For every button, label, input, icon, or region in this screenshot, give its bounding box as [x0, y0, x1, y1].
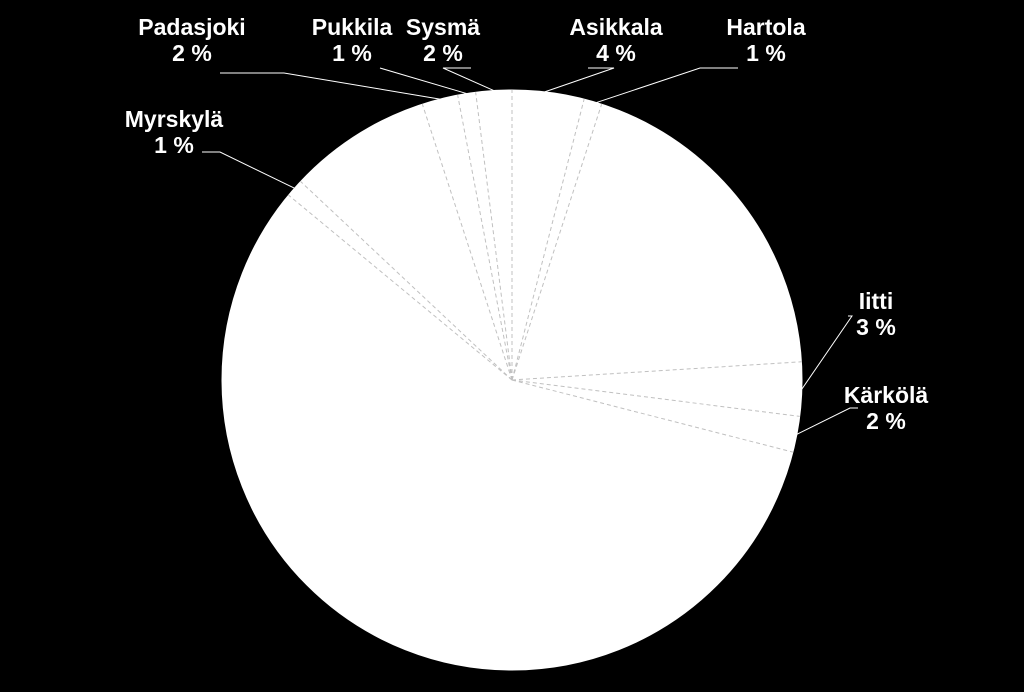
slice-label-percent: 4 %	[569, 40, 662, 66]
slice-label-percent: 3 %	[856, 314, 896, 340]
slice-label: Myrskylä1 %	[125, 106, 223, 159]
slice-label-name: Pukkila	[312, 14, 393, 40]
slice-label-percent: 1 %	[726, 40, 805, 66]
leader-line	[545, 68, 614, 92]
slice-label-name: Kärkölä	[844, 382, 928, 408]
leader-line	[220, 73, 440, 99]
slice-label: Padasjoki2 %	[138, 14, 245, 67]
slice-label-percent: 1 %	[312, 40, 393, 66]
leader-line	[802, 316, 852, 389]
slice-label: Kärkölä2 %	[844, 382, 928, 435]
leader-line	[380, 68, 467, 94]
slice-label-percent: 1 %	[125, 132, 223, 158]
slice-label-percent: 2 %	[406, 40, 480, 66]
chart-stage: Asikkala4 %Hartola1 %Iitti3 %Kärkölä2 %M…	[0, 0, 1024, 692]
slice-label: Iitti3 %	[856, 288, 896, 341]
leader-line	[443, 68, 494, 91]
pie-chart	[0, 0, 1024, 692]
slice-label-name: Sysmä	[406, 14, 480, 40]
slice-label-name: Asikkala	[569, 14, 662, 40]
slice-label: Sysmä2 %	[406, 14, 480, 67]
slice-label-name: Hartola	[726, 14, 805, 40]
slice-label-percent: 2 %	[138, 40, 245, 66]
slice-label-name: Iitti	[856, 288, 896, 314]
slice-label: Pukkila1 %	[312, 14, 393, 67]
leader-line	[596, 68, 738, 103]
slice-label-name: Padasjoki	[138, 14, 245, 40]
slice-label: Asikkala4 %	[569, 14, 662, 67]
slice-label-percent: 2 %	[844, 408, 928, 434]
slice-label-name: Myrskylä	[125, 106, 223, 132]
slice-label: Hartola1 %	[726, 14, 805, 67]
